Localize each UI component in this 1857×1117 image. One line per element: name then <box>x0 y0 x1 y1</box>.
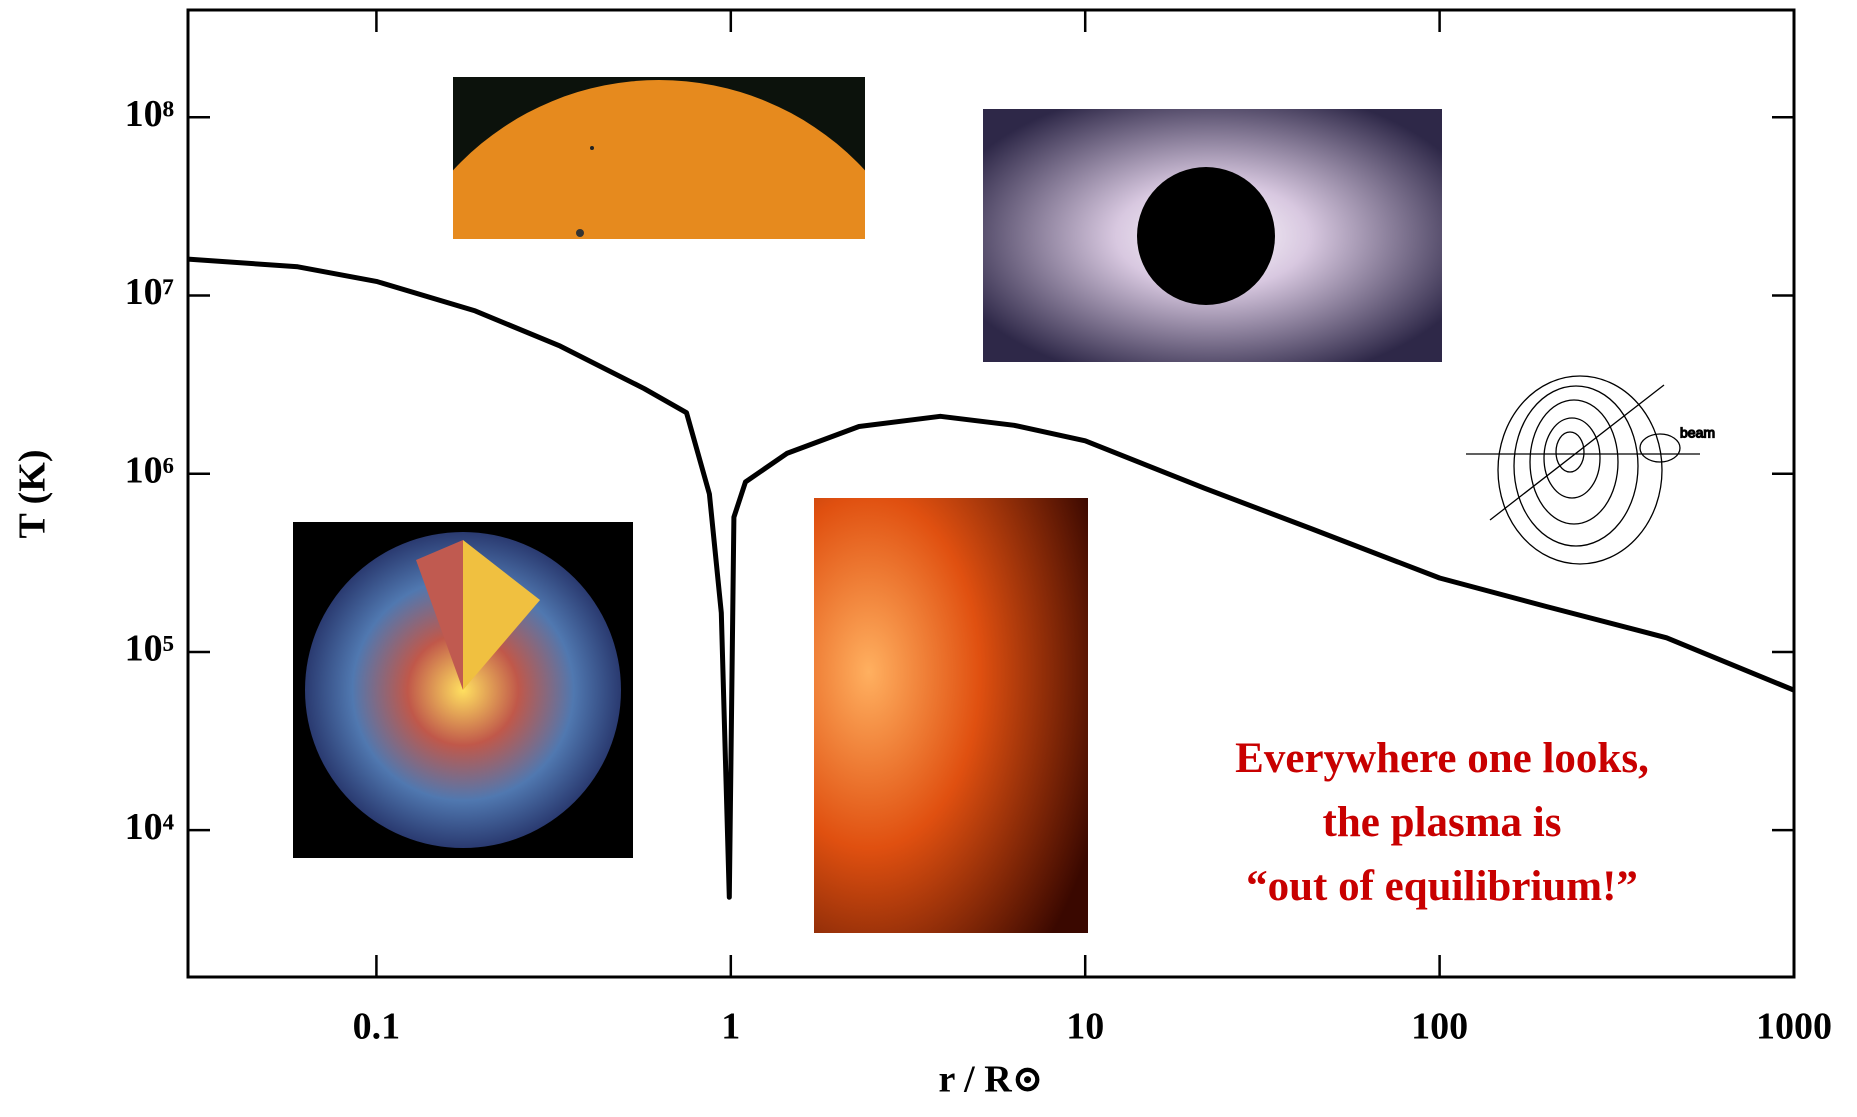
y-tick-label: 10⁷ <box>125 271 174 313</box>
x-axis-label: r / R⊙ <box>938 1059 1043 1101</box>
x-tick-label: 0.1 <box>353 1006 401 1048</box>
chart: beam r / R⊙ T (K) Everywhere one looks, … <box>0 0 1857 1117</box>
helioseismology-sphere <box>293 522 633 858</box>
eclipse-photo <box>983 109 1442 362</box>
y-axis-label: T (K) <box>12 449 54 538</box>
svg-text:beam: beam <box>1680 425 1715 441</box>
page: {"chart_data": { "type": "line", "x_labe… <box>0 0 1857 1117</box>
y-tick-label: 10⁵ <box>125 628 174 670</box>
y-tick-label: 10⁶ <box>125 449 174 491</box>
corona-photo <box>814 498 1088 933</box>
annotation-line: “out of equilibrium!” <box>1246 863 1638 910</box>
annotation-line: Everywhere one looks, <box>1235 735 1649 782</box>
contour-plot: beam <box>1466 376 1715 564</box>
y-tick-label: 10⁴ <box>125 806 175 848</box>
y-tick-label: 10⁸ <box>125 93 174 135</box>
x-tick-label: 1000 <box>1756 1006 1832 1048</box>
x-tick-label: 10 <box>1066 1006 1104 1048</box>
x-tick-label: 100 <box>1411 1006 1468 1048</box>
annotation-line: the plasma is <box>1323 799 1562 846</box>
x-tick-label: 1 <box>721 1006 740 1048</box>
annotation: Everywhere one looks, the plasma is “out… <box>1235 735 1649 910</box>
